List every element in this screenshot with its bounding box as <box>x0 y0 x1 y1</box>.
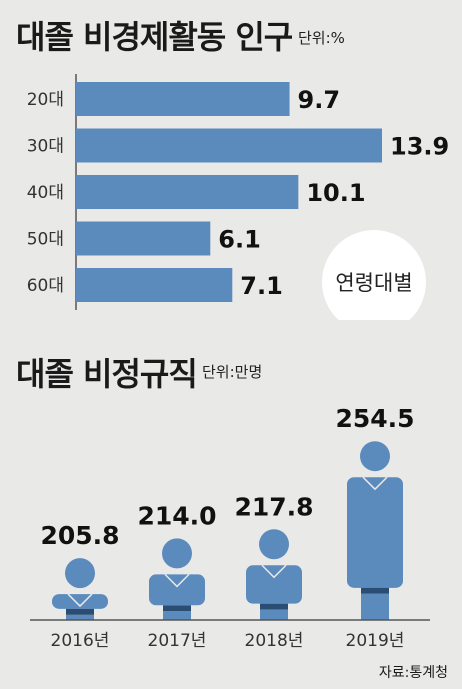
value-label: 205.8 <box>40 521 119 550</box>
bar <box>76 175 299 209</box>
badge-circle <box>322 230 426 320</box>
person-figure <box>246 529 302 620</box>
person-head <box>65 558 95 589</box>
year-label: 2016년 <box>51 631 110 651</box>
section1-unit: 단위:% <box>298 29 345 47</box>
person-legs <box>66 614 94 620</box>
value-label: 9.7 <box>298 86 341 114</box>
value-label: 214.0 <box>137 501 216 530</box>
age-bar-chart: 20대 9.7 30대 13.9 40대 10.1 50대 6.1 60대 7.1 연령대별 <box>27 74 449 320</box>
badge-label: 연령대별 <box>335 271 412 295</box>
section2-title: 대졸 비정규직 <box>16 355 198 393</box>
person-legs <box>361 593 389 620</box>
person-belt <box>163 605 191 612</box>
bar <box>76 82 290 116</box>
person-belt <box>260 603 288 610</box>
value-label: 13.9 <box>390 133 449 161</box>
person-figure <box>52 558 108 620</box>
year-label: 2019년 <box>346 631 405 651</box>
section1-title: 대졸 비경제활동 인구 <box>16 18 293 56</box>
person-legs <box>163 611 191 620</box>
person-collar <box>164 573 190 588</box>
person-torso <box>347 477 403 588</box>
category-label: 20대 <box>27 90 64 110</box>
person-belt <box>361 587 389 594</box>
person-torso <box>52 594 108 609</box>
year-label: 2018년 <box>245 631 304 651</box>
person-torso <box>246 565 302 604</box>
category-label: 60대 <box>27 276 64 296</box>
person-head <box>259 529 289 560</box>
person-collar <box>67 593 93 608</box>
section2-unit: 단위:만명 <box>202 363 263 381</box>
person-figure <box>347 441 403 620</box>
bar <box>76 221 211 256</box>
person-torso <box>149 574 205 606</box>
source-note: 자료:통계청 <box>378 665 448 681</box>
person-collar <box>362 476 388 491</box>
person-head <box>360 441 390 472</box>
value-label: 254.5 <box>335 404 414 433</box>
category-label: 30대 <box>27 137 64 157</box>
year-label: 2017년 <box>148 631 207 651</box>
person-head <box>162 538 192 569</box>
bar <box>76 128 382 163</box>
value-label: 6.1 <box>218 226 261 254</box>
bar <box>76 268 233 302</box>
category-label: 50대 <box>27 230 64 250</box>
person-legs <box>260 609 288 620</box>
category-label: 40대 <box>27 183 64 203</box>
value-label: 10.1 <box>306 179 365 207</box>
value-label: 217.8 <box>234 492 313 521</box>
person-figure <box>149 538 205 620</box>
person-belt <box>66 608 94 615</box>
value-label: 7.1 <box>240 272 283 300</box>
person-collar <box>261 564 287 579</box>
